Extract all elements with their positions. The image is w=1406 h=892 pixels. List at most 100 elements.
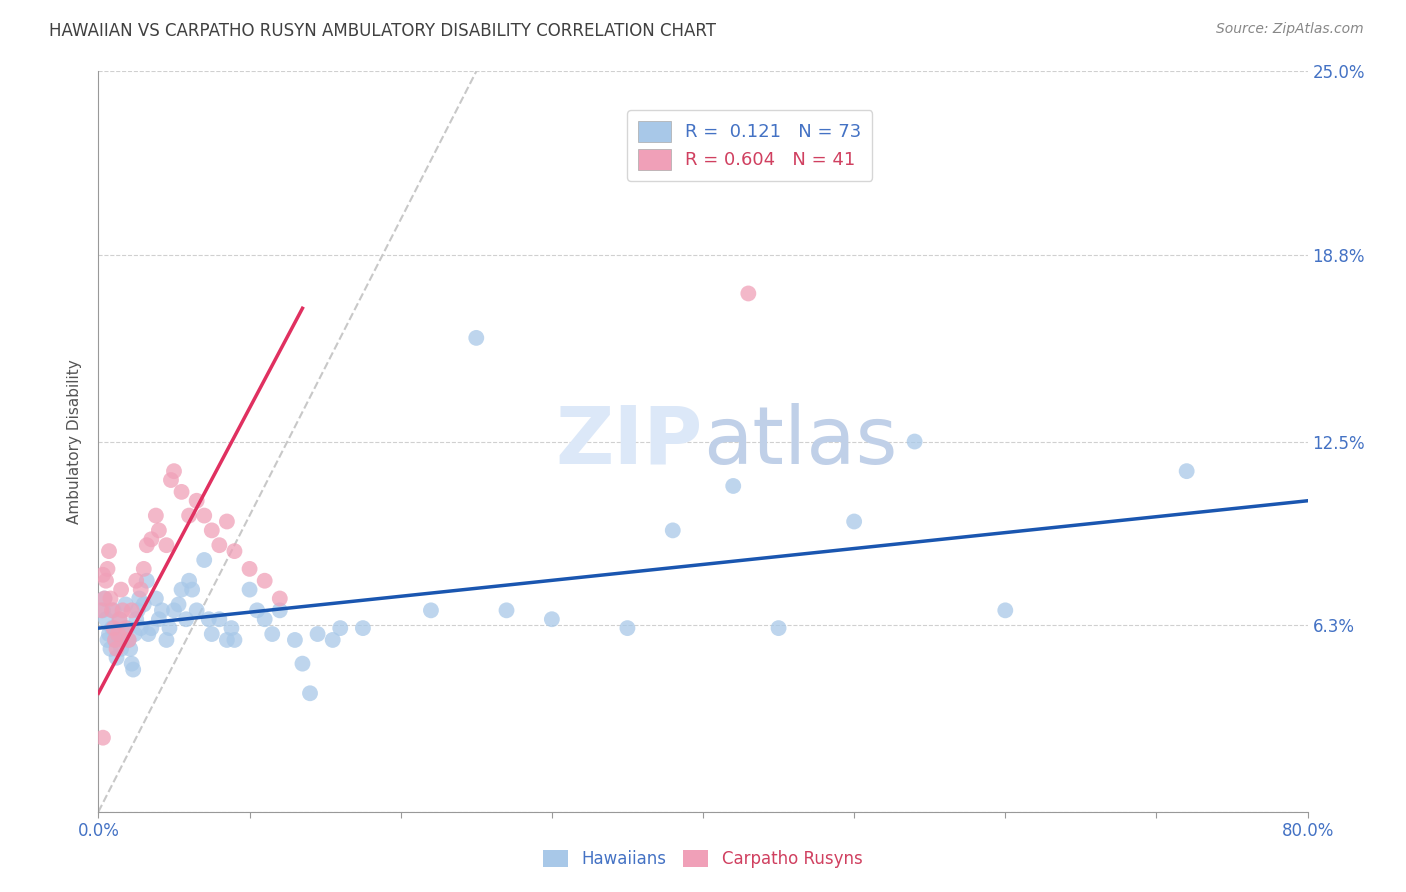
Point: [495, 603, 517, 617]
Point: [135, 574, 157, 588]
Point: [110, 641, 132, 656]
Point: [262, 627, 284, 641]
Point: [322, 632, 344, 647]
Point: [132, 562, 155, 576]
Point: [100, 641, 122, 656]
Point: [253, 574, 276, 588]
Point: [104, 632, 127, 647]
Point: [208, 538, 231, 552]
Point: [299, 686, 322, 700]
Point: [181, 582, 204, 597]
Point: [96, 632, 118, 647]
Point: [107, 627, 129, 641]
Point: [420, 603, 443, 617]
Point: [179, 508, 201, 523]
Point: [110, 582, 132, 597]
Point: [201, 524, 224, 538]
Point: [93, 591, 115, 606]
Point: [121, 603, 143, 617]
Point: [193, 553, 215, 567]
Point: [215, 515, 238, 529]
Point: [125, 612, 148, 626]
Point: [737, 286, 759, 301]
Point: [121, 657, 143, 671]
Point: [94, 574, 117, 588]
Point: [224, 544, 246, 558]
Legend: Hawaiians, Carpatho Rusyns: Hawaiians, Carpatho Rusyns: [537, 843, 869, 875]
Text: HAWAIIAN VS CARPATHO RUSYN AMBULATORY DISABILITY CORRELATION CHART: HAWAIIAN VS CARPATHO RUSYN AMBULATORY DI…: [49, 22, 716, 40]
Point: [107, 627, 129, 641]
Point: [103, 621, 125, 635]
Point: [723, 479, 745, 493]
Point: [844, 515, 866, 529]
Point: [111, 603, 134, 617]
Point: [179, 574, 201, 588]
Legend: R =  0.121   N = 73, R = 0.604   N = 41: R = 0.121 N = 73, R = 0.604 N = 41: [627, 110, 872, 180]
Point: [148, 524, 170, 538]
Point: [114, 598, 136, 612]
Point: [197, 612, 219, 626]
Point: [904, 434, 927, 449]
Point: [100, 591, 122, 606]
Point: [239, 562, 262, 576]
Point: [91, 731, 114, 745]
Point: [224, 632, 246, 647]
Point: [465, 331, 488, 345]
Point: [104, 632, 127, 647]
Text: atlas: atlas: [703, 402, 897, 481]
Point: [122, 663, 145, 677]
Point: [170, 484, 193, 499]
Point: [540, 612, 562, 626]
Point: [215, 632, 238, 647]
Point: [148, 612, 170, 626]
Point: [201, 627, 224, 641]
Y-axis label: Ambulatory Disability: Ambulatory Disability: [67, 359, 83, 524]
Point: [112, 627, 135, 641]
Point: [170, 582, 193, 597]
Point: [160, 473, 183, 487]
Point: [150, 603, 173, 617]
Point: [103, 603, 125, 617]
Point: [155, 632, 177, 647]
Point: [269, 591, 291, 606]
Point: [105, 641, 128, 656]
Point: [135, 538, 157, 552]
Point: [91, 567, 114, 582]
Point: [239, 582, 262, 597]
Point: [129, 621, 152, 635]
Point: [90, 603, 112, 617]
Point: [124, 627, 146, 641]
Point: [768, 621, 790, 635]
Point: [115, 621, 138, 635]
Point: [145, 591, 167, 606]
Point: [159, 621, 181, 635]
Point: [114, 621, 136, 635]
Point: [163, 464, 186, 478]
Point: [661, 524, 683, 538]
Point: [98, 544, 121, 558]
Point: [128, 591, 150, 606]
Point: [108, 612, 131, 626]
Point: [269, 603, 291, 617]
Point: [129, 582, 152, 597]
Point: [221, 621, 243, 635]
Point: [101, 621, 124, 635]
Point: [132, 598, 155, 612]
Point: [93, 591, 115, 606]
Point: [284, 632, 307, 647]
Point: [1175, 464, 1198, 478]
Point: [136, 627, 159, 641]
Point: [155, 538, 177, 552]
Point: [186, 603, 208, 617]
Point: [141, 533, 163, 547]
Point: [167, 598, 190, 612]
Point: [96, 562, 118, 576]
Point: [127, 603, 149, 617]
Point: [141, 621, 163, 635]
Point: [193, 508, 215, 523]
Point: [118, 632, 141, 647]
Point: [111, 632, 134, 647]
Point: [616, 621, 638, 635]
Point: [125, 574, 148, 588]
Point: [108, 612, 131, 626]
